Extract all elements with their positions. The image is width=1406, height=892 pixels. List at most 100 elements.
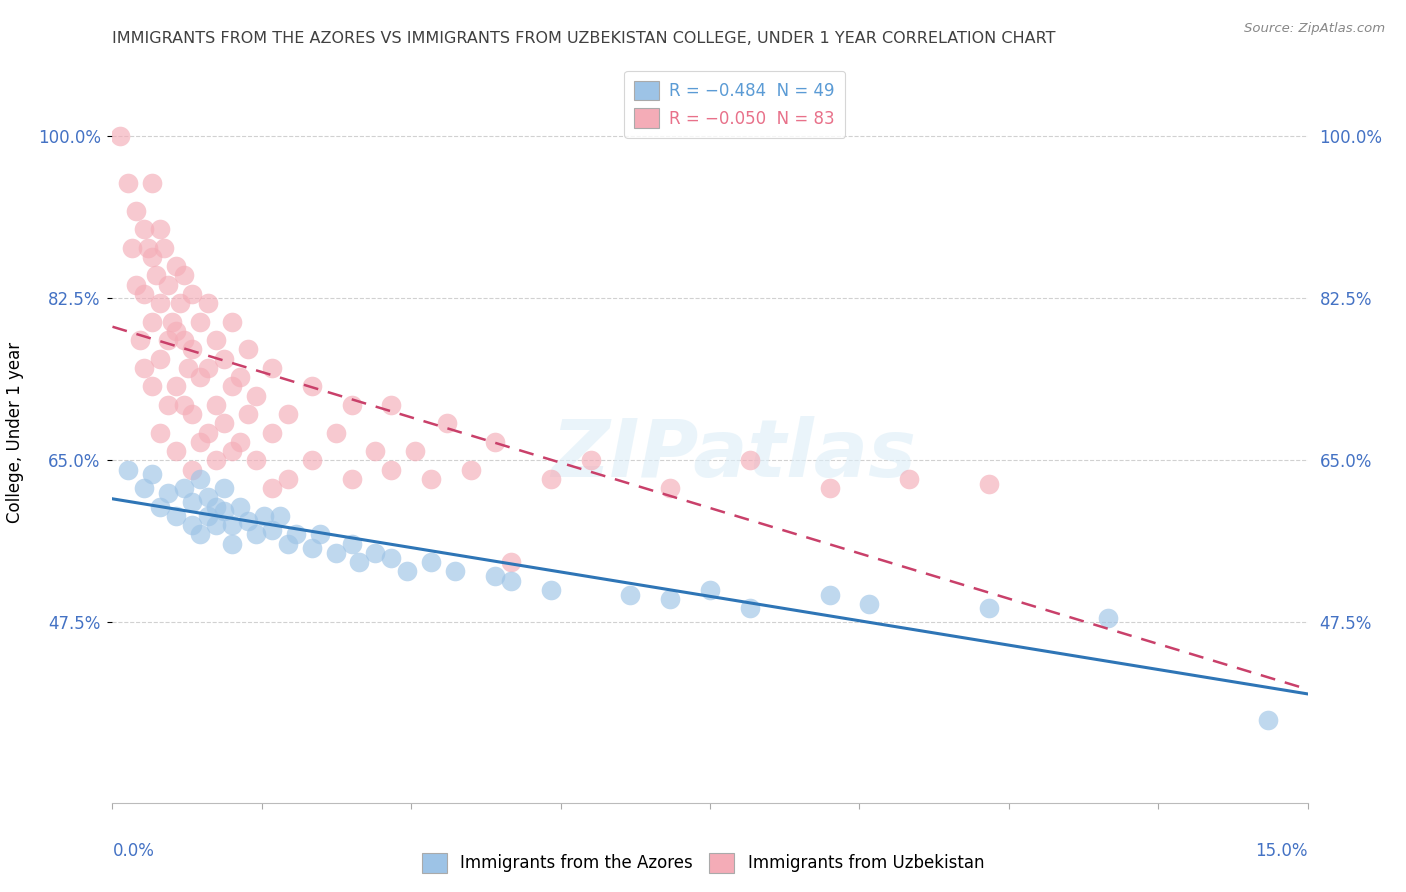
Point [245, 527, 267, 541]
Point [181, 462, 204, 476]
Point [138, 240, 160, 255]
Point [165, 444, 187, 458]
Point [349, 555, 371, 569]
Point [301, 379, 323, 393]
Point [173, 333, 195, 347]
Point [738, 453, 761, 467]
Point [165, 259, 187, 273]
Point [364, 444, 387, 458]
Point [141, 176, 163, 190]
Point [181, 286, 204, 301]
Point [205, 333, 228, 347]
Point [499, 574, 522, 588]
Point [229, 370, 252, 384]
Point [619, 588, 641, 602]
Point [245, 453, 267, 467]
Text: ZIPatlas: ZIPatlas [551, 416, 917, 494]
Point [229, 500, 252, 514]
Point [197, 425, 219, 440]
Point [134, 481, 156, 495]
Point [117, 462, 139, 476]
Point [181, 518, 204, 533]
Point [340, 398, 363, 412]
Point [145, 268, 167, 283]
Point [436, 417, 458, 431]
Point [165, 508, 187, 523]
Point [858, 597, 880, 611]
Point [188, 434, 211, 449]
Point [173, 268, 195, 283]
Point [157, 485, 180, 500]
Point [284, 527, 307, 541]
Point [212, 351, 235, 366]
Point [134, 222, 156, 236]
Point [499, 555, 522, 569]
Point [484, 569, 506, 583]
Point [188, 527, 211, 541]
Point [205, 398, 228, 412]
Point [260, 360, 283, 375]
Point [340, 537, 363, 551]
Point [659, 592, 682, 607]
Point [197, 508, 219, 523]
Point [260, 523, 283, 537]
Point [157, 277, 180, 292]
Point [212, 481, 235, 495]
Point [157, 398, 180, 412]
Point [659, 481, 682, 495]
Point [153, 240, 176, 255]
Text: 0.0%: 0.0% [112, 842, 155, 860]
Point [205, 518, 228, 533]
Point [325, 425, 347, 440]
Point [420, 472, 443, 486]
Legend: Immigrants from the Azores, Immigrants from Uzbekistan: Immigrants from the Azores, Immigrants f… [415, 847, 991, 880]
Point [197, 491, 219, 505]
Point [181, 343, 204, 357]
Point [818, 481, 841, 495]
Point [141, 315, 163, 329]
Point [1257, 713, 1279, 727]
Point [125, 203, 148, 218]
Point [221, 518, 243, 533]
Point [221, 379, 243, 393]
Point [340, 472, 363, 486]
Point [460, 462, 482, 476]
Point [898, 472, 921, 486]
Point [197, 360, 219, 375]
Point [181, 495, 204, 509]
Point [277, 407, 299, 421]
Point [134, 360, 156, 375]
Point [149, 222, 172, 236]
Point [699, 582, 721, 597]
Point [484, 434, 506, 449]
Point [162, 315, 183, 329]
Point [380, 462, 402, 476]
Point [364, 546, 387, 560]
Point [277, 537, 299, 551]
Point [212, 417, 235, 431]
Point [141, 467, 163, 482]
Point [221, 315, 243, 329]
Point [308, 527, 330, 541]
Point [149, 351, 172, 366]
Legend: R = −0.484  N = 49, R = −0.050  N = 83: R = −0.484 N = 49, R = −0.050 N = 83 [624, 70, 845, 137]
Point [173, 398, 195, 412]
Point [229, 434, 252, 449]
Point [149, 500, 172, 514]
Point [188, 315, 211, 329]
Point [205, 453, 228, 467]
Point [169, 296, 191, 310]
Point [245, 388, 267, 402]
Point [260, 481, 283, 495]
Point [134, 286, 156, 301]
Point [129, 333, 152, 347]
Point [1097, 610, 1119, 624]
Point [253, 508, 276, 523]
Point [177, 360, 200, 375]
Point [738, 601, 761, 615]
Point [380, 398, 402, 412]
Point [236, 343, 259, 357]
Point [141, 250, 163, 264]
Point [404, 444, 426, 458]
Point [141, 379, 163, 393]
